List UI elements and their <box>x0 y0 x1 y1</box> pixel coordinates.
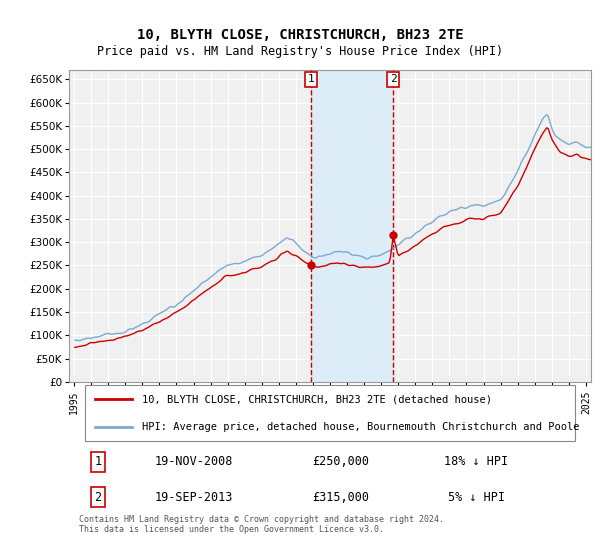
Text: £250,000: £250,000 <box>312 455 369 468</box>
Text: 19-NOV-2008: 19-NOV-2008 <box>155 455 233 468</box>
Text: 1: 1 <box>94 455 101 468</box>
FancyBboxPatch shape <box>85 385 575 441</box>
Text: 19-SEP-2013: 19-SEP-2013 <box>155 491 233 503</box>
Text: Price paid vs. HM Land Registry's House Price Index (HPI): Price paid vs. HM Land Registry's House … <box>97 45 503 58</box>
Text: £315,000: £315,000 <box>312 491 369 503</box>
Text: HPI: Average price, detached house, Bournemouth Christchurch and Poole: HPI: Average price, detached house, Bour… <box>142 422 580 432</box>
Text: 5% ↓ HPI: 5% ↓ HPI <box>448 491 505 503</box>
Bar <box>311 70 393 382</box>
Text: 2: 2 <box>94 491 101 503</box>
Text: 18% ↓ HPI: 18% ↓ HPI <box>444 455 508 468</box>
Text: 2: 2 <box>390 74 397 85</box>
Text: 10, BLYTH CLOSE, CHRISTCHURCH, BH23 2TE (detached house): 10, BLYTH CLOSE, CHRISTCHURCH, BH23 2TE … <box>142 394 492 404</box>
Text: 10, BLYTH CLOSE, CHRISTCHURCH, BH23 2TE: 10, BLYTH CLOSE, CHRISTCHURCH, BH23 2TE <box>137 28 463 42</box>
Text: 1: 1 <box>308 74 314 85</box>
Text: Contains HM Land Registry data © Crown copyright and database right 2024.
This d: Contains HM Land Registry data © Crown c… <box>79 515 445 534</box>
